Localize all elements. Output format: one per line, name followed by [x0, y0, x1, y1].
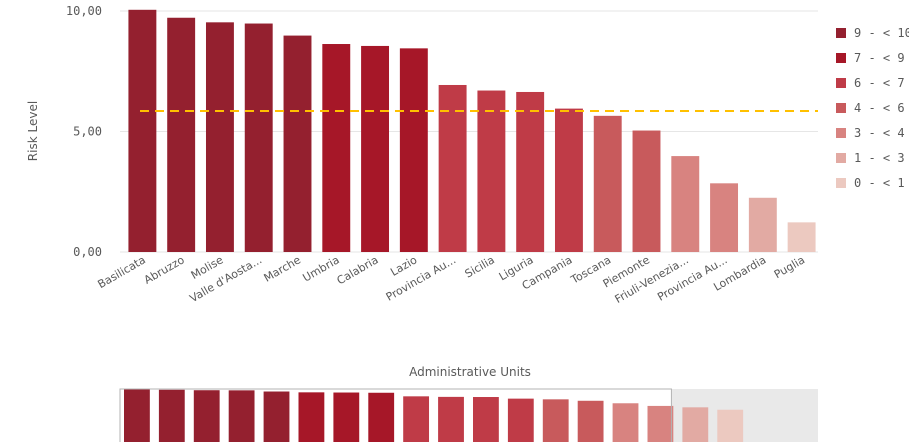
bar[interactable] — [399, 48, 428, 253]
minimap-bar — [438, 396, 464, 442]
legend-label: 0 - < 1 — [854, 176, 905, 190]
bar[interactable] — [322, 44, 351, 252]
legend-label: 9 - < 10 — [854, 26, 909, 40]
bar[interactable] — [283, 35, 312, 252]
bar[interactable] — [787, 222, 816, 252]
minimap-bar — [647, 405, 674, 442]
legend-label: 6 - < 7 — [854, 76, 905, 90]
x-tick-label: Calabria — [335, 253, 381, 287]
minimap-bar — [124, 389, 150, 442]
bars[interactable] — [128, 9, 816, 253]
bar[interactable] — [128, 9, 157, 253]
minimap-bar — [717, 409, 744, 442]
x-tick-label: Puglia — [772, 253, 807, 281]
minimap-bar — [612, 403, 639, 442]
gridlines — [120, 10, 818, 253]
bar[interactable] — [554, 108, 583, 252]
minimap-bar — [577, 400, 604, 442]
legend-swatch — [836, 153, 846, 163]
bar[interactable] — [593, 115, 622, 253]
minimap-bar — [403, 396, 430, 442]
minimap-bar — [333, 392, 360, 442]
y-axis-title: Risk Level — [26, 101, 40, 161]
y-tick-label: 0,00 — [73, 245, 102, 259]
minimap-bar — [368, 392, 395, 442]
minimap-bar — [682, 407, 709, 442]
bar[interactable] — [710, 183, 739, 252]
minimap-bar — [507, 398, 534, 442]
legend-swatch — [836, 178, 846, 188]
bar[interactable] — [361, 45, 390, 252]
x-tick-label: Umbria — [301, 253, 342, 284]
minimap-viewport-frame[interactable] — [119, 388, 672, 442]
bar[interactable] — [205, 22, 234, 253]
minimap-bar — [193, 390, 220, 442]
legend-label: 1 - < 3 — [854, 151, 905, 165]
legend-swatch — [836, 28, 846, 38]
minimap-bar — [263, 391, 290, 442]
x-tick-label: Abruzzo — [142, 253, 187, 287]
bar[interactable] — [748, 197, 777, 252]
minimap-navigator[interactable] — [119, 388, 818, 442]
legend-swatch — [836, 53, 846, 63]
x-tick-label: Marche — [262, 253, 304, 285]
y-tick-label: 10,00 — [66, 4, 102, 18]
bar[interactable] — [438, 84, 467, 252]
legend[interactable]: 9 - < 10 7 - < 9 6 - < 7 4 - < 6 3 - < 4 1 - … — [836, 26, 909, 190]
legend-label: 3 - < 4 — [854, 126, 905, 140]
legend-label: 4 - < 6 — [854, 101, 905, 115]
x-tick-label: Basilicata — [95, 253, 147, 291]
legend-label: 7 - < 9 — [854, 51, 905, 65]
legend-swatch — [836, 78, 846, 88]
bar[interactable] — [244, 23, 273, 253]
y-axis: 0,00 5,00 10,00 — [66, 4, 102, 259]
y-tick-label: 5,00 — [73, 125, 102, 139]
bar[interactable] — [167, 17, 196, 252]
x-axis-title: Administrative Units — [409, 365, 531, 379]
bar[interactable] — [632, 130, 661, 252]
minimap-bar — [158, 389, 185, 442]
minimap-bar — [228, 390, 255, 442]
x-tick-label: Sicilia — [463, 253, 497, 280]
minimap-bar — [473, 397, 499, 442]
minimap-bar — [298, 392, 325, 442]
bar[interactable] — [671, 156, 700, 252]
bar[interactable] — [477, 90, 506, 252]
legend-swatch — [836, 103, 846, 113]
bar[interactable] — [516, 91, 545, 252]
minimap-bar — [542, 399, 569, 442]
legend-swatch — [836, 128, 846, 138]
